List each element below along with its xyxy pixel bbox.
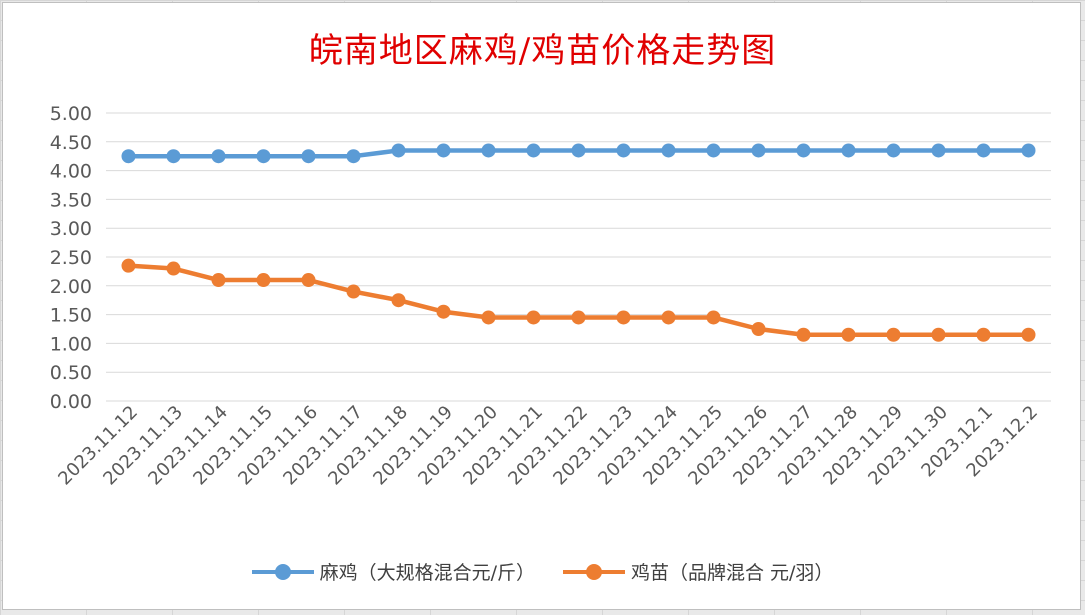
data-point-series-1 (571, 143, 586, 158)
chart-title: 皖南地区麻鸡/鸡苗价格走势图 (308, 31, 777, 71)
data-point-series-2 (346, 284, 361, 299)
data-point-series-1 (211, 149, 226, 164)
data-point-series-1 (121, 149, 136, 164)
data-point-series-2 (301, 273, 316, 288)
y-tick-label: 1.50 (50, 305, 92, 327)
data-point-series-1 (616, 143, 631, 158)
data-point-series-2 (481, 310, 496, 325)
y-tick-label: 0.50 (50, 362, 92, 384)
data-point-series-2 (211, 273, 226, 288)
y-tick-label: 4.50 (50, 132, 92, 154)
data-point-series-2 (256, 273, 271, 288)
data-point-series-2 (121, 258, 136, 273)
data-point-series-2 (841, 327, 856, 342)
legend-label-series-2: 鸡苗（品牌混合 元/羽） (630, 562, 834, 584)
legend-marker-series-2 (562, 563, 625, 580)
y-tick-label: 0.00 (50, 391, 92, 413)
data-point-series-1 (436, 143, 451, 158)
y-tick-label: 3.50 (50, 189, 92, 211)
data-point-series-2 (706, 310, 721, 325)
data-point-series-1 (481, 143, 496, 158)
data-point-series-1 (256, 149, 271, 164)
y-tick-label: 3.00 (50, 218, 92, 240)
y-tick-label: 5.00 (50, 103, 92, 125)
data-point-series-2 (616, 310, 631, 325)
data-point-series-1 (166, 149, 181, 164)
y-tick-label: 2.50 (50, 247, 92, 269)
data-point-series-2 (571, 310, 586, 325)
data-point-series-2 (166, 261, 181, 276)
data-point-series-1 (391, 143, 406, 158)
data-point-series-1 (526, 143, 541, 158)
data-point-series-1 (886, 143, 901, 158)
data-point-series-1 (931, 143, 946, 158)
data-point-series-1 (706, 143, 721, 158)
data-point-series-1 (976, 143, 991, 158)
legend-marker-series-1 (251, 563, 314, 580)
data-point-series-1 (301, 149, 316, 164)
data-point-series-1 (661, 143, 676, 158)
y-tick-label: 2.00 (50, 276, 92, 298)
data-point-series-1 (751, 143, 766, 158)
y-tick-label: 4.00 (50, 161, 92, 183)
data-point-series-2 (931, 327, 946, 342)
data-point-series-2 (976, 327, 991, 342)
data-point-series-1 (796, 143, 811, 158)
data-point-series-1 (1021, 143, 1036, 158)
plot-area: 0.00 0.50 1.00 1.50 2.00 2.50 3.00 3.50 4.00 4.50… (50, 103, 1051, 489)
data-point-series-2 (661, 310, 676, 325)
data-point-series-2 (436, 304, 451, 319)
data-point-series-2 (796, 327, 811, 342)
y-tick-label: 1.00 (50, 333, 92, 355)
data-point-series-2 (1021, 327, 1036, 342)
data-point-series-2 (886, 327, 901, 342)
data-point-series-1 (841, 143, 856, 158)
data-point-series-2 (751, 322, 766, 336)
legend: 麻鸡（大规格混合元/斤） 鸡苗（品牌混合 元/羽） (3, 558, 1082, 585)
data-point-series-2 (526, 310, 541, 325)
legend-label-series-1: 麻鸡（大规格混合元/斤） (319, 562, 535, 584)
data-point-series-2 (391, 293, 406, 308)
data-point-series-1 (346, 149, 361, 164)
legend-item-series-2: 鸡苗（品牌混合 元/羽） (562, 558, 834, 585)
legend-item-series-1: 麻鸡（大规格混合元/斤） (251, 558, 535, 585)
